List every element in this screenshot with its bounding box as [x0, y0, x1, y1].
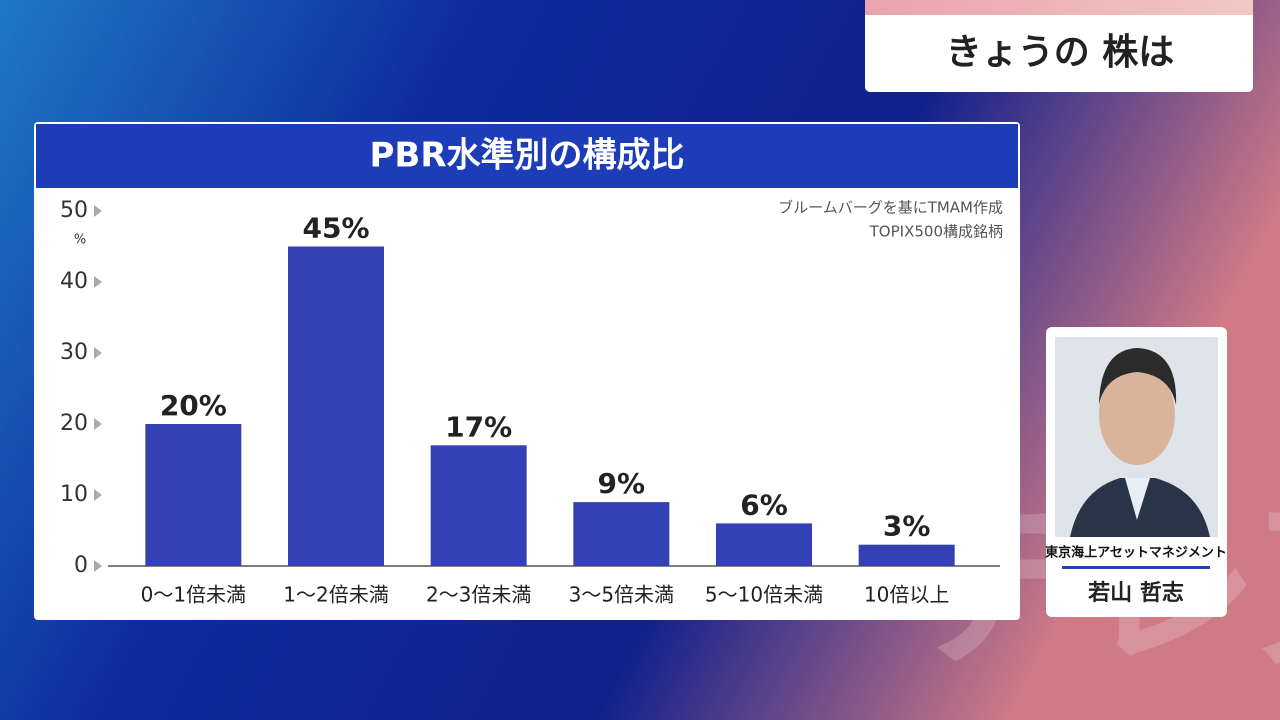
bar	[430, 445, 527, 566]
header-box	[865, 0, 1253, 92]
x-tick-label: 2～3倍未満	[426, 583, 531, 607]
x-tick-label: 1～2倍未満	[283, 583, 388, 607]
source-note: ブルームバーグを基にTMAM作成	[778, 199, 1003, 217]
x-tick-label: 5～10倍未満	[705, 583, 823, 607]
x-tick-label: 0～1倍未満	[141, 583, 246, 607]
tick-mark	[94, 418, 102, 430]
bar	[716, 523, 812, 566]
value-label: 6%	[740, 488, 788, 521]
y-unit: %	[74, 233, 86, 248]
guest-company: 東京海上アセットマネジメント	[1045, 545, 1227, 561]
y-tick-label: 10	[60, 482, 88, 507]
value-label: 17%	[445, 410, 512, 443]
tick-mark	[94, 489, 102, 501]
bar	[573, 502, 670, 566]
y-tick-label: 40	[60, 269, 88, 294]
guest-rule	[1062, 566, 1210, 569]
chart: 0 10 20 30 40 50 0～1倍未満 20% 1～2倍未満 45% 2～3倍未満 17% 3～…	[60, 198, 1000, 607]
header-strip	[865, 0, 1253, 15]
title-bar	[36, 124, 1018, 188]
photo-face	[1099, 365, 1175, 465]
y-tick-label: 20	[60, 411, 88, 436]
chart-title: PBR水準別の構成比	[369, 136, 684, 176]
y-tick-label: 30	[60, 340, 88, 365]
tick-mark	[94, 347, 102, 359]
x-tick-label: 10倍以上	[864, 583, 949, 607]
header-title: きょうの 株は	[946, 32, 1175, 73]
source-note: TOPIX500構成銘柄	[869, 223, 1003, 241]
value-label: 20%	[160, 389, 227, 422]
bar	[288, 246, 384, 566]
value-label: 3%	[883, 510, 931, 543]
bar	[145, 424, 242, 566]
value-label: 45%	[302, 212, 369, 245]
tick-mark	[94, 560, 102, 572]
photo-shirt	[1125, 478, 1150, 520]
x-tick-label: 3～5倍未満	[569, 583, 674, 607]
tick-mark	[94, 205, 102, 217]
value-label: 9%	[598, 467, 646, 500]
y-tick-label: 50	[60, 198, 88, 223]
y-tick-label: 0	[74, 553, 88, 578]
photo-hair	[1099, 348, 1177, 405]
tick-mark	[94, 276, 102, 288]
chart-panel	[34, 122, 1020, 620]
bar	[858, 544, 955, 566]
guest-name: 若山 哲志	[1088, 580, 1184, 606]
